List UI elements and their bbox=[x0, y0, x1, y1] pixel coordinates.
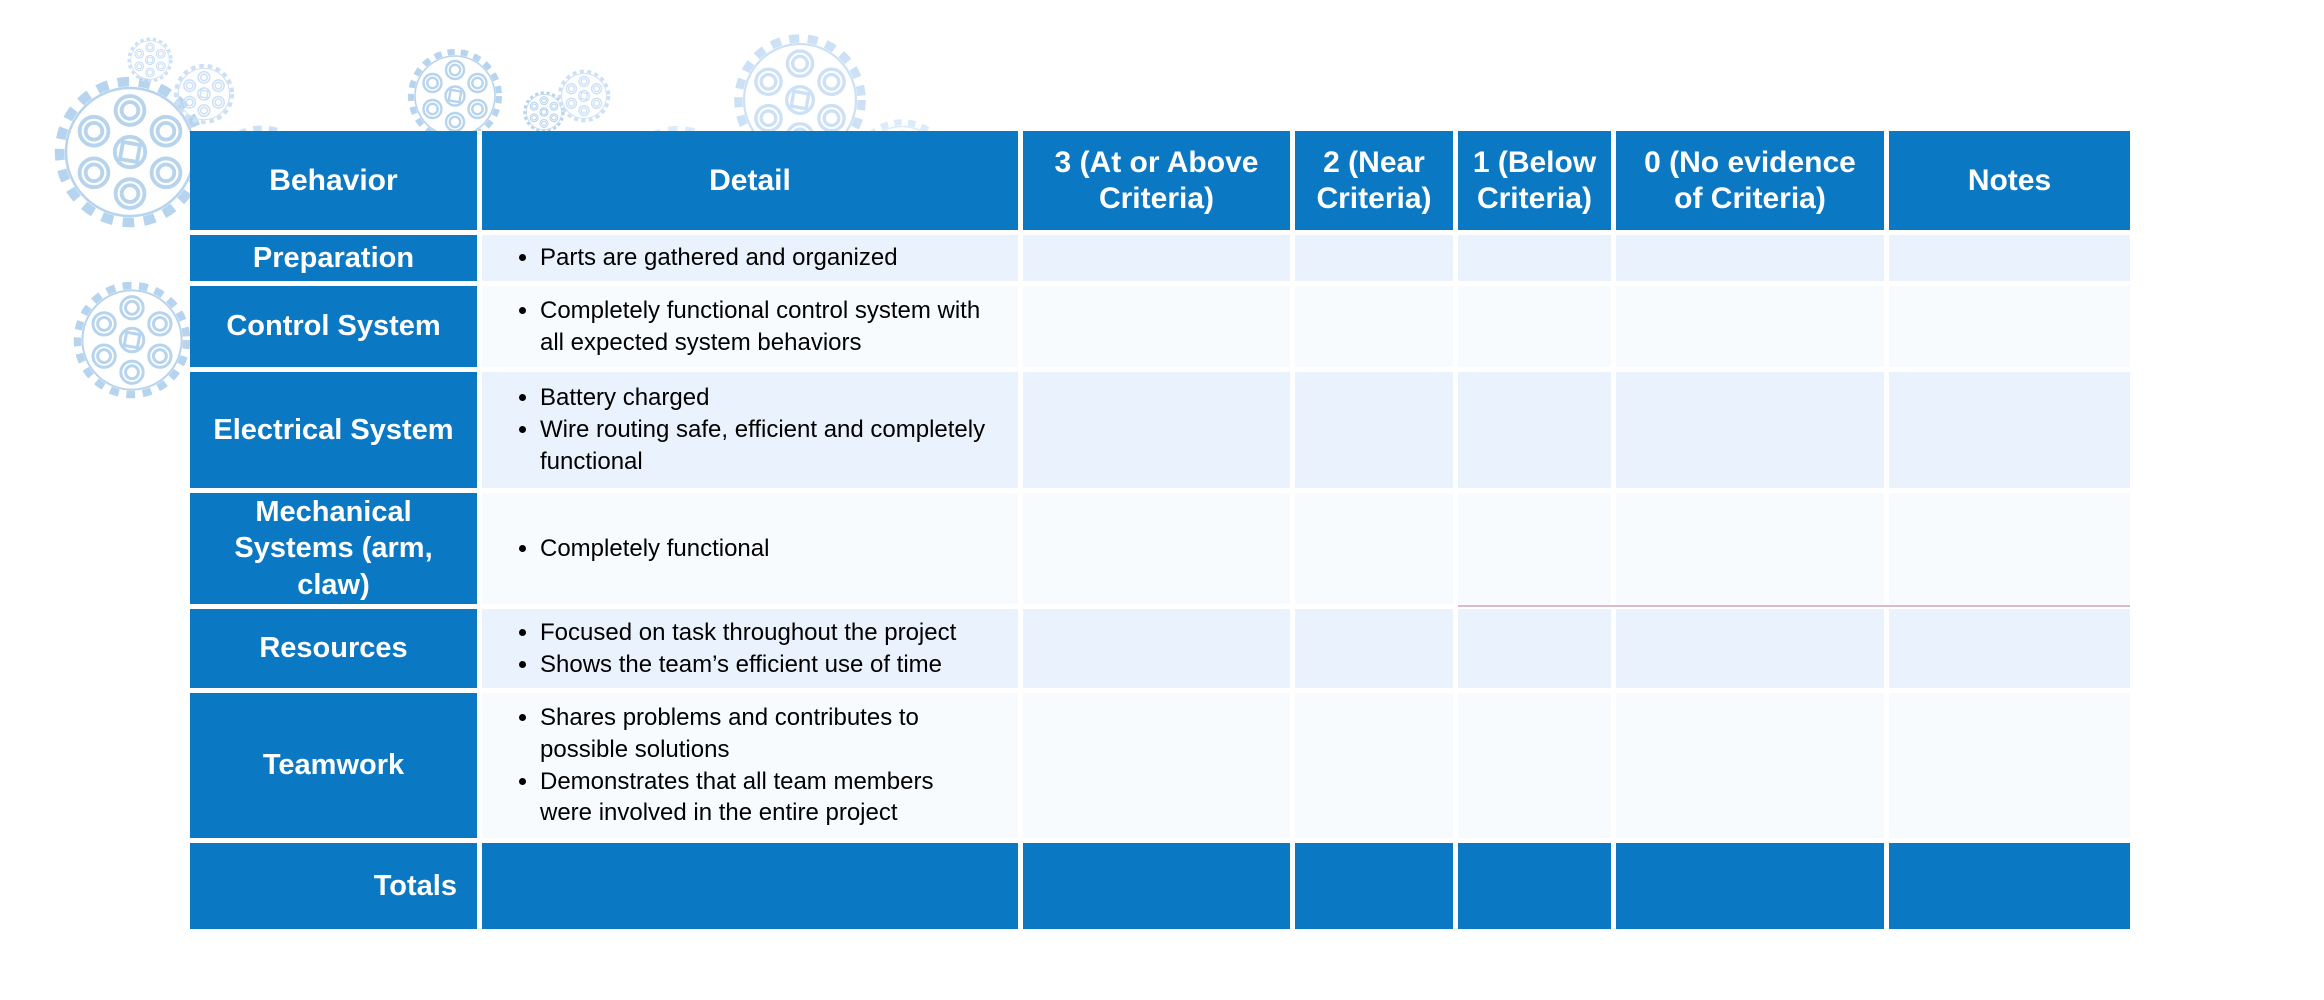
score-cell-0 bbox=[1616, 609, 1884, 688]
score-cell-1 bbox=[1458, 372, 1611, 488]
score-cell-3 bbox=[1023, 609, 1290, 688]
notes-cell bbox=[1889, 372, 2130, 488]
gear-icon bbox=[411, 52, 499, 140]
totals-cell bbox=[1295, 843, 1453, 929]
score-cell-3 bbox=[1023, 693, 1290, 838]
detail-bullet: Demonstrates that all team members were … bbox=[540, 766, 988, 829]
detail-cell: Completely functional bbox=[482, 493, 1018, 604]
score-cell-3 bbox=[1023, 235, 1290, 281]
row-label-teamwork: Teamwork bbox=[190, 693, 477, 838]
detail-bullet: Focused on task throughout the project bbox=[540, 617, 956, 649]
detail-bullet: Shows the team’s efficient use of time bbox=[540, 649, 956, 681]
detail-cell: Parts are gathered and organized bbox=[482, 235, 1018, 281]
row-label-electrical-system: Electrical System bbox=[190, 372, 477, 488]
detail-bullet: Shares problems and contributes to possi… bbox=[540, 702, 988, 765]
column-header-score-0: 0 (No evidence of Criteria) bbox=[1616, 131, 1884, 230]
gear-icon bbox=[173, 63, 235, 125]
totals-cell bbox=[1023, 843, 1290, 929]
detail-bullet: Battery charged bbox=[540, 382, 988, 414]
score-cell-2 bbox=[1295, 693, 1453, 838]
score-cell-0 bbox=[1616, 372, 1884, 488]
notes-cell bbox=[1889, 286, 2130, 367]
notes-cell bbox=[1889, 235, 2130, 281]
score-cell-1 bbox=[1458, 609, 1611, 688]
score-cell-1 bbox=[1458, 693, 1611, 838]
detail-bullet: Parts are gathered and organized bbox=[540, 242, 898, 274]
score-cell-3 bbox=[1023, 286, 1290, 367]
score-cell-2 bbox=[1295, 609, 1453, 688]
score-cell-1 bbox=[1458, 286, 1611, 367]
column-header-score-1: 1 (Below Criteria) bbox=[1458, 131, 1611, 230]
gear-icon bbox=[127, 37, 173, 83]
column-header-score-2: 2 (Near Criteria) bbox=[1295, 131, 1453, 230]
column-header-score-3: 3 (At or Above Criteria) bbox=[1023, 131, 1290, 230]
rubric-table: Behavior Detail 3 (At or Above Criteria)… bbox=[190, 131, 2130, 929]
row-label-resources: Resources bbox=[190, 609, 477, 688]
notes-cell bbox=[1889, 493, 2130, 604]
totals-cell bbox=[482, 843, 1018, 929]
notes-cell bbox=[1889, 693, 2130, 838]
row-label-control-system: Control System bbox=[190, 286, 477, 367]
score-cell-2 bbox=[1295, 286, 1453, 367]
detail-cell: Completely functional control system wit… bbox=[482, 286, 1018, 367]
score-cell-0 bbox=[1616, 493, 1884, 604]
detail-cell: Shares problems and contributes to possi… bbox=[482, 693, 1018, 838]
totals-cell bbox=[1889, 843, 2130, 929]
score-cell-2 bbox=[1295, 493, 1453, 604]
totals-cell bbox=[1458, 843, 1611, 929]
score-cell-0 bbox=[1616, 235, 1884, 281]
score-cell-3 bbox=[1023, 372, 1290, 488]
gear-icon bbox=[60, 82, 201, 223]
gear-icon bbox=[523, 91, 565, 133]
gear-icon bbox=[77, 285, 186, 394]
pink-divider-line bbox=[1458, 605, 2130, 607]
totals-label: Totals bbox=[190, 843, 477, 929]
score-cell-2 bbox=[1295, 235, 1453, 281]
row-label-mechanical-systems: Mechanical Systems (arm, claw) bbox=[190, 493, 477, 604]
column-header-detail: Detail bbox=[482, 131, 1018, 230]
detail-bullet: Completely functional bbox=[540, 533, 769, 565]
detail-bullet: Wire routing safe, efficient and complet… bbox=[540, 414, 988, 477]
gear-icon bbox=[557, 69, 611, 123]
score-cell-1 bbox=[1458, 493, 1611, 604]
totals-cell bbox=[1616, 843, 1884, 929]
score-cell-0 bbox=[1616, 286, 1884, 367]
score-cell-0 bbox=[1616, 693, 1884, 838]
score-cell-1 bbox=[1458, 235, 1611, 281]
notes-cell bbox=[1889, 609, 2130, 688]
column-header-notes: Notes bbox=[1889, 131, 2130, 230]
score-cell-3 bbox=[1023, 493, 1290, 604]
column-header-behavior: Behavior bbox=[190, 131, 477, 230]
detail-bullet: Completely functional control system wit… bbox=[540, 295, 988, 358]
score-cell-2 bbox=[1295, 372, 1453, 488]
row-label-preparation: Preparation bbox=[190, 235, 477, 281]
detail-cell: Focused on task throughout the project S… bbox=[482, 609, 1018, 688]
detail-cell: Battery charged Wire routing safe, effic… bbox=[482, 372, 1018, 488]
